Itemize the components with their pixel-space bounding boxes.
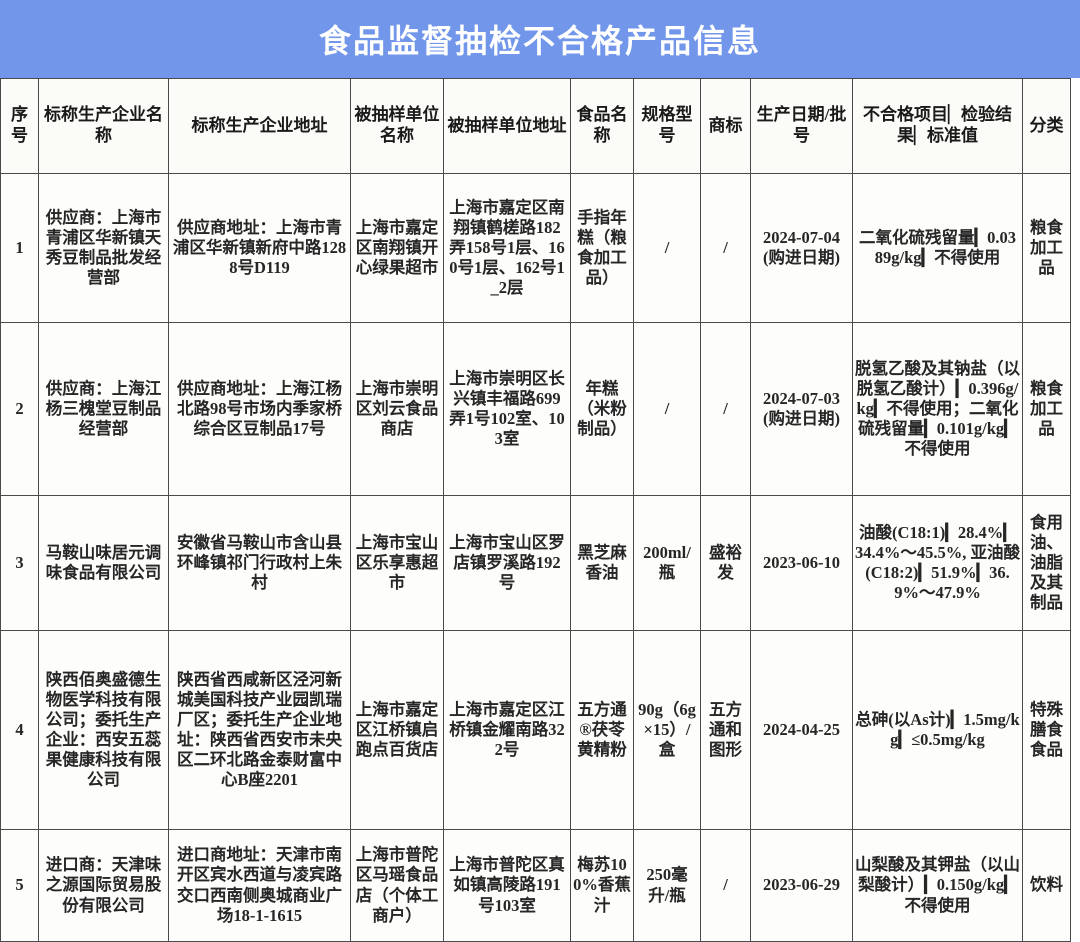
report-title-bar: 食品监督抽检不合格产品信息 (0, 0, 1080, 78)
cell-mfr-name: 供应商：上海江杨三槐堂豆制品经营部 (38, 322, 169, 496)
cell-spec: / (633, 173, 701, 323)
cell-food-name: 五方通®茯苓黄精粉 (570, 630, 634, 830)
col-header-index: 序号 (0, 78, 39, 174)
cell-sample-addr: 上海市崇明区长兴镇丰福路699弄1号102室、103室 (443, 322, 571, 496)
col-header-sample-addr: 被抽样单位地址 (443, 78, 571, 174)
col-header-mfr-name: 标称生产企业名称 (38, 78, 169, 174)
cell-food-name: 年糕（米粉制品） (570, 322, 634, 496)
cell-sample-addr: 上海市嘉定区南翔镇鹤槎路182弄158号1层、160号1层、162号1_2层 (443, 173, 571, 323)
cell-prod-date: 2023-06-29 (750, 829, 853, 942)
table-row: 4 陕西佰奥盛德生物医学科技有限公司；委托生产企业：西安五蕊果健康科技有限公司 … (0, 630, 1071, 830)
cell-food-name: 黑芝麻香油 (570, 495, 634, 631)
inspection-results-table: 序号 标称生产企业名称 标称生产企业地址 被抽样单位名称 被抽样单位地址 食品名… (0, 78, 1071, 942)
cell-prod-date: 2024-07-03(购进日期) (750, 322, 853, 496)
col-header-brand: 商标 (700, 78, 751, 174)
table-row: 1 供应商：上海市青浦区华新镇天秀豆制品批发经营部 供应商地址：上海市青浦区华新… (0, 173, 1071, 323)
col-header-sample-name: 被抽样单位名称 (350, 78, 444, 174)
cell-mfr-name: 供应商：上海市青浦区华新镇天秀豆制品批发经营部 (38, 173, 169, 323)
cell-category: 粮食加工品 (1022, 173, 1071, 323)
cell-prod-date: 2024-04-25 (750, 630, 853, 830)
col-header-spec: 规格型号 (633, 78, 701, 174)
cell-spec: 90g（6g×15）/盒 (633, 630, 701, 830)
cell-mfr-name: 马鞍山味居元调味食品有限公司 (38, 495, 169, 631)
cell-sample-addr: 上海市嘉定区江桥镇金耀南路322号 (443, 630, 571, 830)
cell-sample-name: 上海市嘉定区江桥镇启跑点百货店 (350, 630, 444, 830)
table-row: 3 马鞍山味居元调味食品有限公司 安徽省马鞍山市含山县环峰镇祁门行政村上朱村 上… (0, 495, 1071, 631)
cell-mfr-addr: 安徽省马鞍山市含山县环峰镇祁门行政村上朱村 (168, 495, 351, 631)
cell-sample-addr: 上海市普陀区真如镇高陵路191号103室 (443, 829, 571, 942)
table-header-row: 序号 标称生产企业名称 标称生产企业地址 被抽样单位名称 被抽样单位地址 食品名… (0, 78, 1071, 174)
cell-fail-item: 油酸(C18:1)▎28.4%▎34.4%～45.5%, 亚油酸(C18:2)▎… (852, 495, 1023, 631)
cell-sample-name: 上海市崇明区刘云食品商店 (350, 322, 444, 496)
cell-prod-date: 2024-07-04(购进日期) (750, 173, 853, 323)
cell-mfr-addr: 陕西省西咸新区泾河新城美国科技产业园凯瑞厂区；委托生产企业地址：陕西省西安市未央… (168, 630, 351, 830)
cell-mfr-addr: 进口商地址：天津市南开区宾水西道与凌宾路交口西南侧奥城商业广场18-1-1615 (168, 829, 351, 942)
cell-index: 2 (0, 322, 39, 496)
col-header-fail-item: 不合格项目▏检验结果▏标准值 (852, 78, 1023, 174)
cell-category: 食用油、油脂及其制品 (1022, 495, 1071, 631)
col-header-mfr-addr: 标称生产企业地址 (168, 78, 351, 174)
cell-spec: 250毫升/瓶 (633, 829, 701, 942)
cell-mfr-addr: 供应商地址：上海市青浦区华新镇新府中路1288号D119 (168, 173, 351, 323)
col-header-food-name: 食品名称 (570, 78, 634, 174)
cell-mfr-addr: 供应商地址：上海江杨北路98号市场内季家桥综合区豆制品17号 (168, 322, 351, 496)
cell-mfr-name: 进口商：天津味之源国际贸易股份有限公司 (38, 829, 169, 942)
cell-index: 1 (0, 173, 39, 323)
cell-sample-name: 上海市普陀区马瑶食品店（个体工商户） (350, 829, 444, 942)
col-header-prod-date: 生产日期/批号 (750, 78, 853, 174)
cell-sample-name: 上海市嘉定区南翔镇开心绿果超市 (350, 173, 444, 323)
cell-fail-item: 山梨酸及其钾盐（以山梨酸计）▎0.150g/kg▎不得使用 (852, 829, 1023, 942)
cell-index: 3 (0, 495, 39, 631)
cell-index: 4 (0, 630, 39, 830)
cell-food-name: 手指年糕（粮食加工品） (570, 173, 634, 323)
cell-fail-item: 二氧化硫残留量▎0.0389g/kg▎不得使用 (852, 173, 1023, 323)
cell-spec: 200ml/瓶 (633, 495, 701, 631)
cell-prod-date: 2023-06-10 (750, 495, 853, 631)
cell-fail-item: 脱氢乙酸及其钠盐（以脱氢乙酸计）▎0.396g/kg▎不得使用；二氧化硫残留量▎… (852, 322, 1023, 496)
cell-food-name: 梅苏100%香蕉汁 (570, 829, 634, 942)
cell-category: 饮料 (1022, 829, 1071, 942)
col-header-category: 分类 (1022, 78, 1071, 174)
cell-brand: / (700, 829, 751, 942)
table-row: 5 进口商：天津味之源国际贸易股份有限公司 进口商地址：天津市南开区宾水西道与凌… (0, 829, 1071, 942)
cell-sample-name: 上海市宝山区乐享惠超市 (350, 495, 444, 631)
table-row: 2 供应商：上海江杨三槐堂豆制品经营部 供应商地址：上海江杨北路98号市场内季家… (0, 322, 1071, 496)
cell-brand: 五方通和图形 (700, 630, 751, 830)
cell-brand: / (700, 322, 751, 496)
cell-mfr-name: 陕西佰奥盛德生物医学科技有限公司；委托生产企业：西安五蕊果健康科技有限公司 (38, 630, 169, 830)
cell-index: 5 (0, 829, 39, 942)
cell-sample-addr: 上海市宝山区罗店镇罗溪路192号 (443, 495, 571, 631)
page-title: 食品监督抽检不合格产品信息 (318, 23, 761, 59)
cell-fail-item: 总砷(以As计)▎1.5mg/kg▎≤0.5mg/kg (852, 630, 1023, 830)
cell-category: 粮食加工品 (1022, 322, 1071, 496)
cell-brand: 盛裕发 (700, 495, 751, 631)
cell-category: 特殊膳食食品 (1022, 630, 1071, 830)
cell-brand: / (700, 173, 751, 323)
cell-spec: / (633, 322, 701, 496)
